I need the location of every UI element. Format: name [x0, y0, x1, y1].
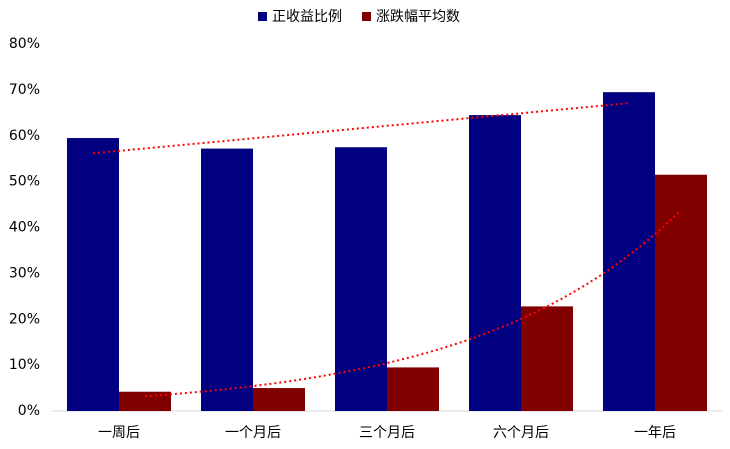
y-tick-label: 40%: [9, 220, 40, 236]
bar: [201, 148, 253, 411]
y-tick-label: 30%: [9, 265, 40, 281]
bar: [655, 174, 707, 411]
legend-swatch: [258, 12, 267, 21]
trendline: [144, 209, 682, 398]
legend-label: 正收益比例: [272, 9, 342, 25]
y-tick-label: 80%: [9, 36, 40, 52]
legend-swatch: [362, 12, 371, 21]
y-tick-label: 70%: [9, 82, 40, 98]
legend-label: 涨跌幅平均数: [376, 9, 460, 25]
bar: [119, 391, 171, 411]
y-tick-label: 20%: [9, 311, 40, 327]
bar: [603, 92, 655, 411]
x-tick-label: 一个月后: [225, 425, 281, 441]
bar: [335, 147, 387, 411]
y-tick-label: 50%: [9, 174, 40, 190]
y-tick-label: 10%: [9, 357, 40, 373]
bar: [67, 138, 119, 411]
trendline: [92, 102, 630, 155]
y-tick-label: 0%: [18, 403, 40, 419]
x-tick-label: 一年后: [634, 425, 676, 441]
x-tick-label: 六个月后: [493, 425, 549, 441]
bar: [521, 306, 573, 411]
bar: [469, 115, 521, 411]
x-tick-label: 一周后: [98, 425, 140, 441]
y-tick-label: 60%: [9, 128, 40, 144]
bar: [387, 367, 439, 411]
x-tick-label: 三个月后: [359, 425, 415, 441]
bar: [253, 388, 305, 411]
